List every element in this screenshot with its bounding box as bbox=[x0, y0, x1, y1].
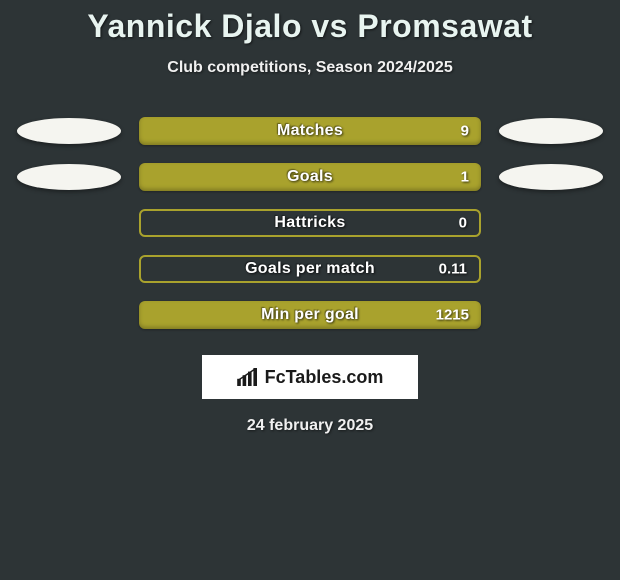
right-ellipse bbox=[499, 164, 603, 190]
stat-label: Matches bbox=[277, 122, 343, 140]
stat-value: 0 bbox=[459, 215, 467, 232]
stat-value: 9 bbox=[461, 123, 469, 140]
stats-rows: Matches 9 Goals 1 Hattricks 0 Goals per match 0… bbox=[0, 117, 620, 329]
stat-label: Goals bbox=[287, 168, 333, 186]
stat-bar: Hattricks 0 bbox=[139, 209, 481, 237]
stat-label: Goals per match bbox=[245, 260, 375, 278]
logo-box[interactable]: FcTables.com bbox=[202, 355, 418, 399]
stat-bar: Min per goal 1215 bbox=[139, 301, 481, 329]
left-ellipse bbox=[17, 164, 121, 190]
stat-bar: Goals per match 0.11 bbox=[139, 255, 481, 283]
left-ellipse bbox=[17, 118, 121, 144]
subtitle: Club competitions, Season 2024/2025 bbox=[0, 59, 620, 77]
stat-row: Hattricks 0 bbox=[0, 209, 620, 237]
stat-value: 0.11 bbox=[439, 261, 467, 278]
stat-bar: Matches 9 bbox=[139, 117, 481, 145]
logo-text: FcTables.com bbox=[265, 367, 384, 388]
stat-row: Min per goal 1215 bbox=[0, 301, 620, 329]
page-title: Yannick Djalo vs Promsawat bbox=[0, 8, 620, 45]
stat-value: 1 bbox=[461, 169, 469, 186]
stat-row: Goals per match 0.11 bbox=[0, 255, 620, 283]
stat-value: 1215 bbox=[436, 307, 469, 324]
stat-row: Goals 1 bbox=[0, 163, 620, 191]
stat-label: Min per goal bbox=[261, 306, 359, 324]
right-ellipse bbox=[499, 118, 603, 144]
stat-row: Matches 9 bbox=[0, 117, 620, 145]
date-text: 24 february 2025 bbox=[0, 417, 620, 435]
stat-bar: Goals 1 bbox=[139, 163, 481, 191]
stat-label: Hattricks bbox=[274, 214, 345, 232]
chart-bars-icon bbox=[237, 368, 259, 386]
